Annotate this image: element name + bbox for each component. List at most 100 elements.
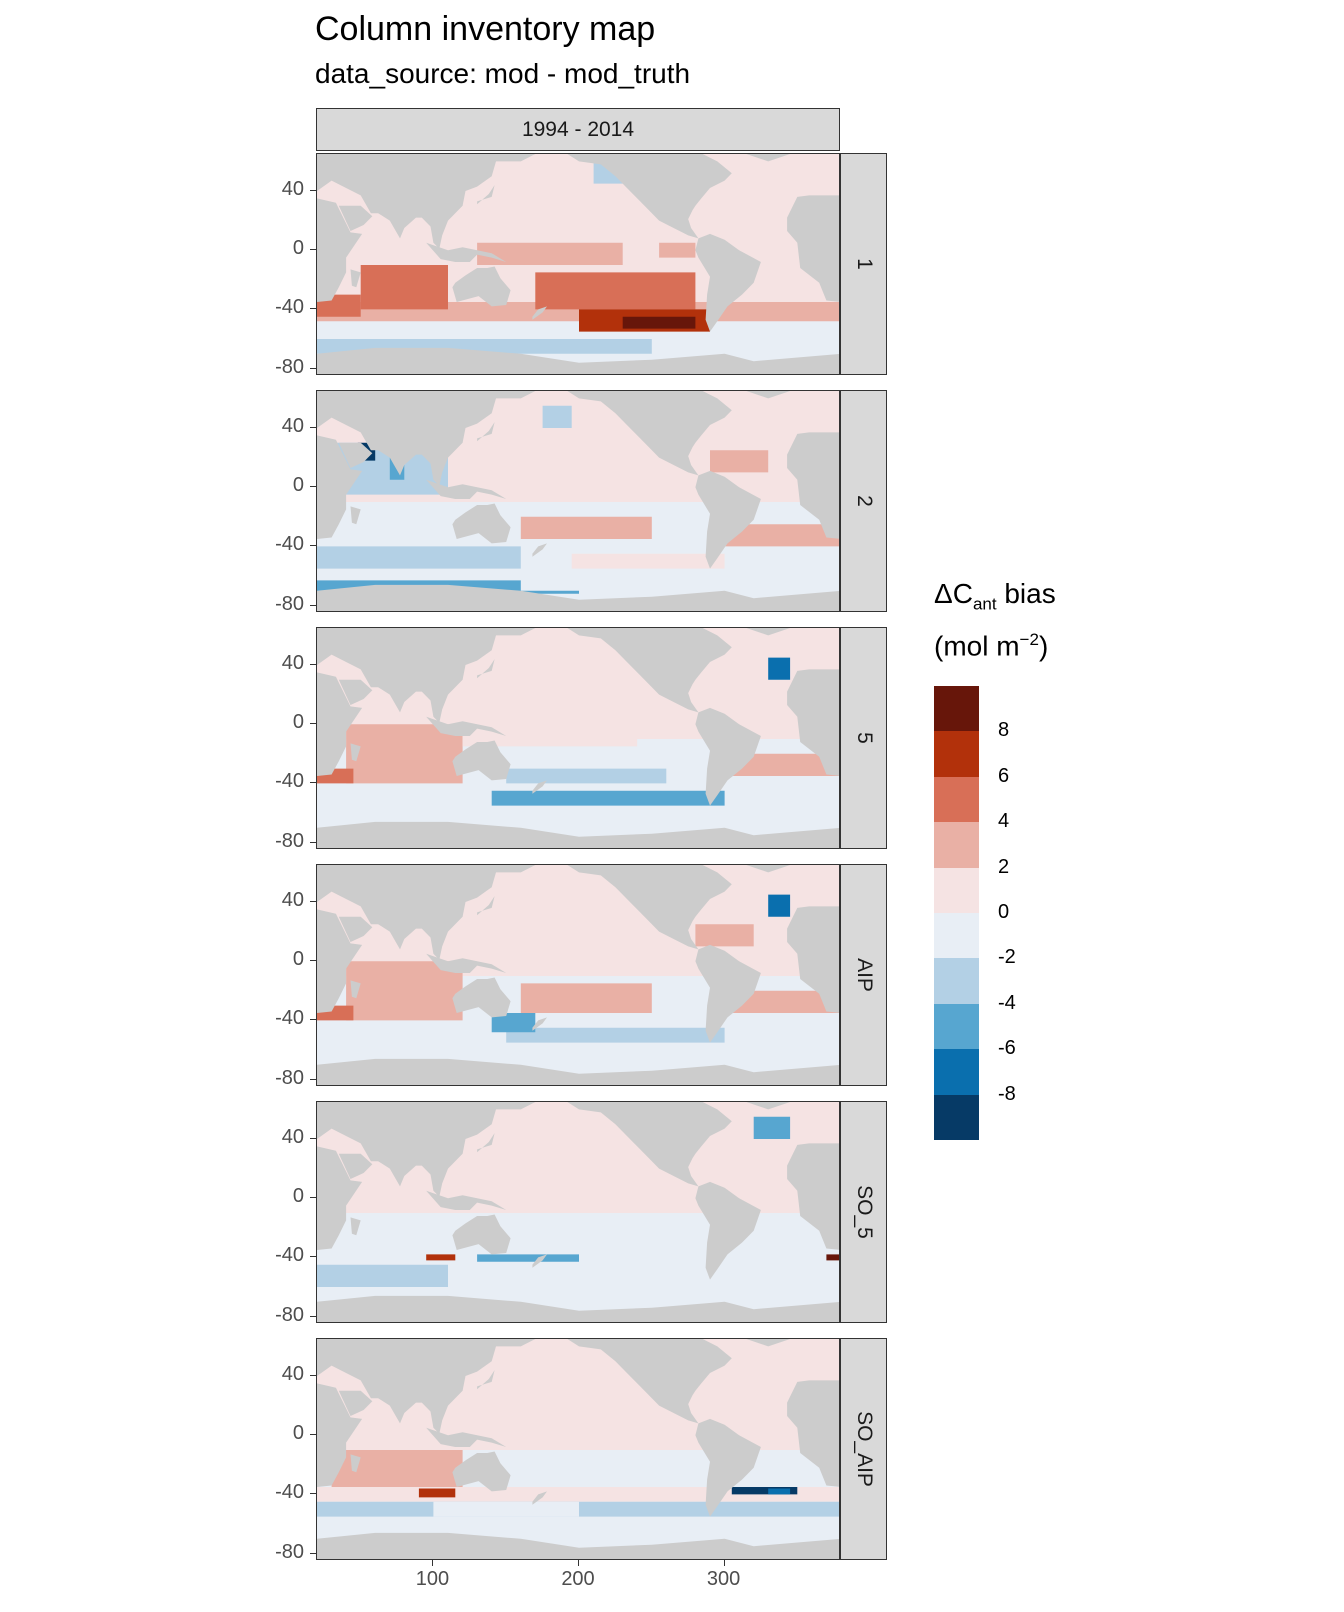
land-samerica (695, 707, 761, 806)
map-heatmap-so_aip (317, 1339, 839, 1559)
x-tick-label: 100 (415, 1568, 450, 1590)
land-madagascar (350, 980, 361, 999)
land-namerica (567, 1339, 732, 1424)
land-namerica (567, 865, 732, 950)
land-antarctica (317, 1295, 839, 1322)
land-africa2 (787, 1380, 839, 1487)
land-indonesia (426, 1427, 507, 1447)
facet-row-strip: 2 (840, 390, 887, 612)
land-samerica (695, 944, 761, 1043)
colorbar-label: 8 (998, 719, 1010, 742)
land-greenland (746, 1102, 791, 1110)
land-arabia (338, 1153, 373, 1179)
colorbar-label: 2 (998, 855, 1010, 878)
bias-region (462, 716, 638, 747)
y-tick-label: -40 (275, 1007, 304, 1030)
colorbar-segment (934, 776, 979, 823)
colorbar-label: -4 (998, 991, 1016, 1014)
colorbar-segment (934, 1049, 979, 1096)
colorbar-segment (934, 1094, 979, 1141)
colorbar-segment (934, 867, 979, 914)
land-arabia (338, 916, 373, 942)
bias-region (826, 1254, 839, 1261)
land-japan (477, 896, 495, 916)
y-tick-mark (310, 1434, 316, 1436)
land-africa (317, 1383, 363, 1487)
colorbar-label: -2 (998, 946, 1016, 969)
facet-row-label: 1 (852, 258, 876, 270)
land-africa2 (787, 669, 839, 776)
bias-region (724, 990, 839, 1013)
land-arabia (338, 679, 373, 705)
colorbar-segment (934, 731, 979, 778)
legend-colorbar (934, 686, 979, 1141)
land-australia (452, 740, 511, 781)
y-tick-label: 40 (281, 889, 304, 911)
x-tick-label: 300 (706, 1568, 741, 1590)
land-indonesia (426, 242, 507, 262)
bias-region (506, 768, 667, 784)
y-tick-label: -80 (275, 1540, 304, 1563)
land-samerica (695, 470, 761, 569)
land-antarctica (317, 1058, 839, 1085)
facet-row-strip: SO_AIP (840, 1338, 887, 1560)
colorbar-label: 6 (998, 764, 1010, 787)
colorbar-label: 0 (998, 901, 1010, 923)
land-greenland (746, 1339, 791, 1347)
map-panel-aip (316, 864, 840, 1086)
facet-column-label: 1994 - 2014 (521, 117, 635, 141)
bias-region (346, 961, 463, 1021)
facet-column-strip: 1994 - 2014 (316, 108, 840, 151)
colorbar-segment (934, 958, 979, 1005)
land-madagascar (350, 506, 361, 525)
y-tick-mark (310, 427, 316, 428)
y-tick-mark (310, 841, 316, 843)
land-namerica (567, 628, 732, 713)
facet-row-strip: 1 (840, 153, 887, 375)
y-tick-mark (310, 190, 316, 191)
bias-region (753, 1116, 791, 1139)
land-australia (452, 1451, 511, 1492)
land-greenland (746, 865, 791, 873)
land-africa2 (787, 432, 839, 539)
facet-row-label: SO_AIP (852, 1411, 876, 1487)
land-eurasia (317, 1102, 536, 1197)
y-tick-mark (310, 1138, 316, 1139)
legend-unit: (mol m−2) (934, 630, 1049, 662)
x-tick-mark (723, 1560, 725, 1566)
map-panel-5 (316, 627, 840, 849)
colorbar-label: -6 (998, 1037, 1016, 1060)
facet-row-strip: AIP (840, 864, 887, 1086)
facet-row-label: 5 (852, 732, 876, 744)
bias-region (695, 924, 754, 947)
land-antarctica (317, 584, 839, 611)
land-africa2 (787, 195, 839, 302)
y-tick-label: 0 (292, 474, 304, 497)
bias-region (768, 657, 791, 680)
facet-row-label: 2 (852, 495, 876, 507)
y-tick-label: 0 (292, 237, 304, 260)
colorbar-segment (934, 686, 979, 732)
y-tick-label: -80 (275, 355, 304, 378)
bias-region (659, 242, 696, 258)
y-tick-mark (310, 723, 316, 725)
land-africa2 (787, 906, 839, 1013)
y-tick-mark (310, 1552, 316, 1554)
y-tick-mark (310, 901, 316, 902)
y-tick-label: -40 (275, 1481, 304, 1504)
y-tick-mark (310, 960, 316, 962)
y-tick-mark (310, 1256, 316, 1258)
y-tick-mark (310, 1315, 316, 1317)
map-panel-1 (316, 153, 840, 375)
land-antarctica (317, 347, 839, 374)
bias-region (724, 753, 839, 776)
land-greenland (746, 628, 791, 636)
land-arabia (338, 1390, 373, 1416)
bias-region (418, 1488, 456, 1498)
y-tick-label: -40 (275, 770, 304, 793)
y-tick-mark (310, 308, 316, 310)
colorbar-segment (934, 1003, 979, 1050)
map-heatmap-2 (317, 391, 839, 611)
bias-region (346, 724, 463, 784)
facet-row-label: AIP (852, 958, 876, 992)
